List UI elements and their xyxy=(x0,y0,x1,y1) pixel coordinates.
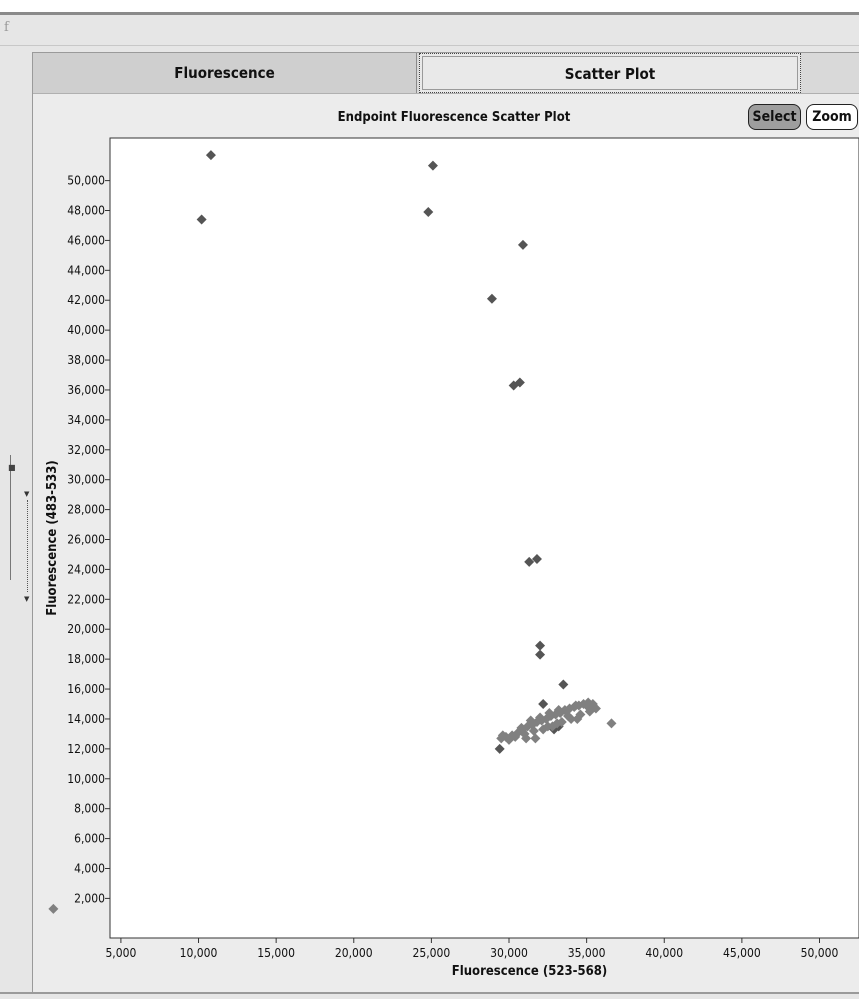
y-tick-label: 24,000 xyxy=(67,562,105,576)
data-point[interactable] xyxy=(525,715,536,726)
y-tick-label: 26,000 xyxy=(67,533,105,547)
x-tick-label: 45,000 xyxy=(723,946,761,960)
data-point[interactable] xyxy=(196,214,207,225)
data-point[interactable] xyxy=(553,704,564,715)
x-tick-label: 50,000 xyxy=(801,946,839,960)
x-tick-label: 20,000 xyxy=(335,946,373,960)
data-point[interactable] xyxy=(586,701,597,712)
y-tick-label: 12,000 xyxy=(67,742,105,756)
zoom-button[interactable]: Zoom xyxy=(806,104,858,130)
y-tick-label: 34,000 xyxy=(67,413,105,427)
x-tick-label: 35,000 xyxy=(568,946,606,960)
y-tick-label: 48,000 xyxy=(67,204,105,218)
collapse-arrow-icon[interactable]: ▼ xyxy=(24,490,30,498)
y-tick-label: 6,000 xyxy=(74,832,105,846)
x-tick-label: 15,000 xyxy=(257,946,295,960)
splitter-grip[interactable] xyxy=(27,500,28,592)
x-tick-label: 40,000 xyxy=(645,946,683,960)
data-point[interactable] xyxy=(558,679,569,690)
y-tick-label: 40,000 xyxy=(67,323,105,337)
y-tick-label: 2,000 xyxy=(74,891,105,905)
data-point[interactable] xyxy=(516,722,527,733)
data-point[interactable] xyxy=(606,718,617,729)
y-tick-label: 10,000 xyxy=(67,772,105,786)
y-tick-label: 16,000 xyxy=(67,682,105,696)
x-tick-label: 5,000 xyxy=(105,946,136,960)
data-point[interactable] xyxy=(486,293,497,304)
splitter-marker-icon: ■ xyxy=(8,463,16,472)
data-point[interactable] xyxy=(48,903,59,914)
chart-title: Endpoint Fluorescence Scatter Plot xyxy=(337,110,571,125)
y-tick-label: 8,000 xyxy=(74,802,105,816)
side-splitter[interactable] xyxy=(10,455,19,580)
data-point[interactable] xyxy=(570,700,581,711)
data-point[interactable] xyxy=(542,721,553,732)
select-button[interactable]: Select xyxy=(748,104,801,130)
data-point[interactable] xyxy=(535,712,546,723)
app-glyph: f xyxy=(4,20,9,35)
data-point[interactable] xyxy=(205,150,216,161)
y-tick-label: 42,000 xyxy=(67,293,105,307)
x-tick-label: 10,000 xyxy=(180,946,218,960)
x-axis-label: Fluorescence (523-568) xyxy=(452,964,608,979)
data-point[interactable] xyxy=(508,380,519,391)
x-tick-label: 25,000 xyxy=(413,946,451,960)
y-tick-label: 18,000 xyxy=(67,652,105,666)
y-tick-label: 28,000 xyxy=(67,503,105,517)
data-point[interactable] xyxy=(531,553,542,564)
x-tick-label: 30,000 xyxy=(490,946,528,960)
data-point[interactable] xyxy=(524,556,535,567)
y-tick-label: 38,000 xyxy=(67,353,105,367)
y-tick-label: 46,000 xyxy=(67,233,105,247)
data-point[interactable] xyxy=(497,730,508,741)
data-point[interactable] xyxy=(510,731,521,742)
title-strip xyxy=(0,15,859,46)
data-point[interactable] xyxy=(535,640,546,651)
data-point[interactable] xyxy=(517,239,528,250)
tab-fluorescence[interactable]: Fluorescence xyxy=(33,53,417,93)
expand-arrow-icon[interactable]: ▼ xyxy=(24,595,30,603)
y-tick-label: 44,000 xyxy=(67,263,105,277)
tab-scatter-plot[interactable]: Scatter Plot xyxy=(419,53,801,93)
data-point[interactable] xyxy=(521,733,532,744)
data-point[interactable] xyxy=(494,743,505,754)
y-tick-label: 36,000 xyxy=(67,383,105,397)
data-point[interactable] xyxy=(552,718,563,729)
y-tick-label: 32,000 xyxy=(67,443,105,457)
y-tick-label: 4,000 xyxy=(74,861,105,875)
data-point[interactable] xyxy=(535,649,546,660)
top-border xyxy=(0,0,859,15)
data-point[interactable] xyxy=(423,207,434,218)
data-point[interactable] xyxy=(530,733,541,744)
y-tick-label: 30,000 xyxy=(67,473,105,487)
y-tick-label: 50,000 xyxy=(67,174,105,188)
data-point[interactable] xyxy=(528,725,539,736)
data-point[interactable] xyxy=(563,710,574,721)
data-point[interactable] xyxy=(544,707,555,718)
y-tick-label: 22,000 xyxy=(67,592,105,606)
y-tick-label: 14,000 xyxy=(67,712,105,726)
y-tick-label: 20,000 xyxy=(67,622,105,636)
data-point[interactable] xyxy=(538,698,549,709)
data-point[interactable] xyxy=(572,713,583,724)
plot-area[interactable] xyxy=(109,137,859,939)
y-axis-label: Fluorescence (483-533) xyxy=(45,460,60,616)
bottom-border xyxy=(0,992,859,994)
data-point[interactable] xyxy=(427,160,438,171)
